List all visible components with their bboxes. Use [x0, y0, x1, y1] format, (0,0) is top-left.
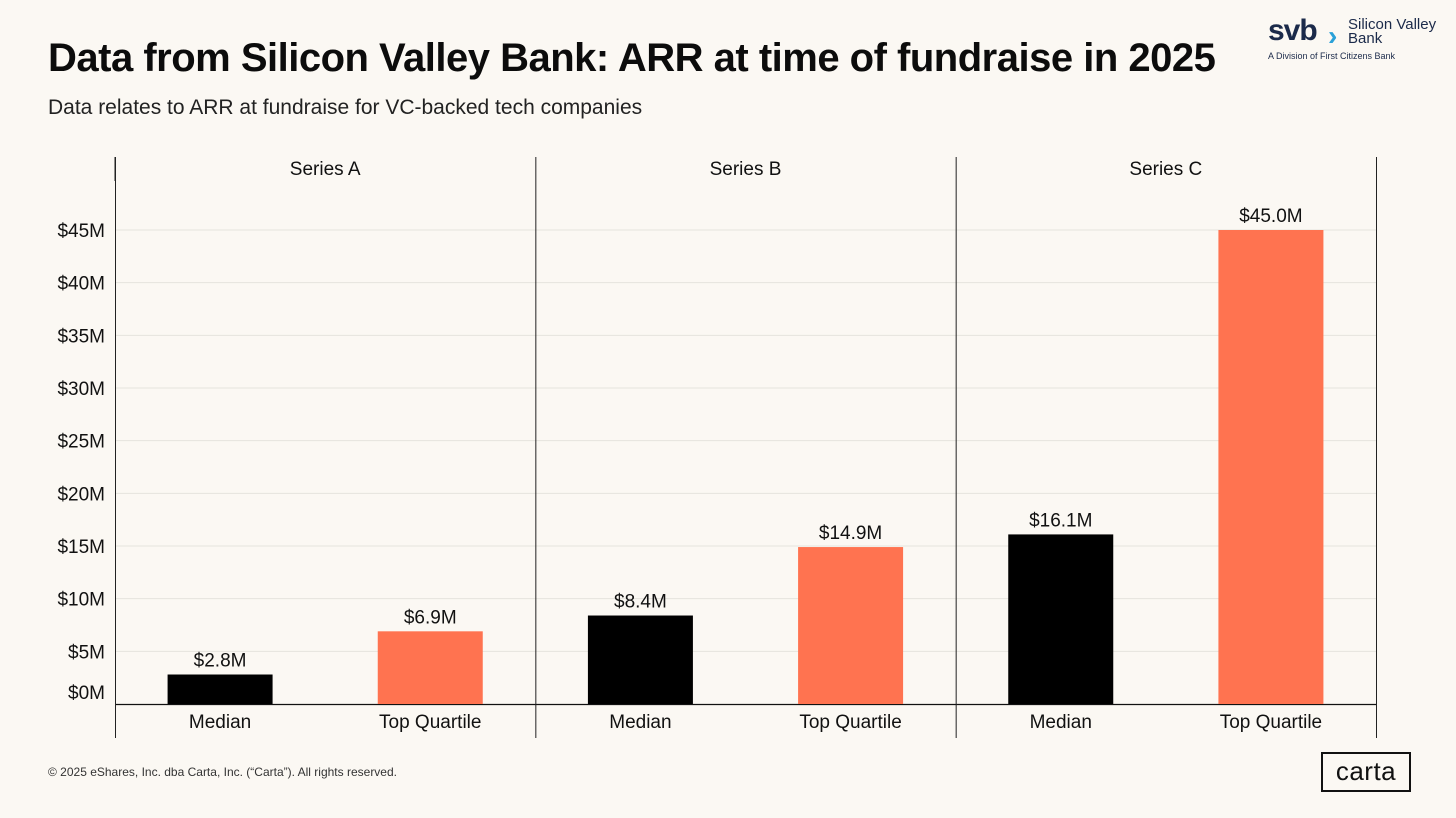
chart-subtitle: Data relates to ARR at fundraise for VC-…: [48, 96, 643, 119]
data-label: $2.8M: [194, 651, 247, 672]
copyright-footer: © 2025 eShares, Inc. dba Carta, Inc. (“C…: [48, 765, 397, 779]
bar: [1218, 230, 1324, 704]
svb-logo-name-line1: Silicon Valley: [1348, 16, 1437, 33]
y-tick-label: $35M: [57, 326, 105, 347]
x-category-label: Median: [609, 712, 671, 733]
bar: [587, 615, 693, 704]
bar: [167, 674, 273, 704]
y-tick-label: $45M: [57, 221, 105, 242]
data-label: $45.0M: [1239, 206, 1302, 227]
y-tick-label: $30M: [57, 379, 105, 400]
facet-label: Series C: [1129, 159, 1202, 180]
y-tick-label: $0M: [68, 683, 105, 704]
y-tick-label: $15M: [57, 537, 105, 558]
data-label: $8.4M: [614, 592, 667, 613]
y-tick-label: $25M: [57, 432, 105, 453]
x-category-label: Median: [1030, 712, 1092, 733]
svb-logo-division: A Division of First Citizens Bank: [1268, 51, 1396, 61]
carta-logo: carta: [1321, 752, 1411, 792]
y-tick-label: $5M: [68, 642, 105, 663]
x-category-label: Median: [189, 712, 251, 733]
bar: [1008, 534, 1114, 704]
facet-label: Series A: [290, 159, 361, 180]
bar: [798, 547, 904, 704]
chevron-right-icon: ›: [1328, 20, 1338, 51]
x-category-label: Top Quartile: [379, 712, 481, 733]
svb-logo-name-line2: Bank: [1348, 30, 1383, 47]
chart-title: Data from Silicon Valley Bank: ARR at ti…: [48, 36, 1216, 80]
svb-logo-mark: svb: [1268, 14, 1318, 47]
y-tick-label: $40M: [57, 274, 105, 295]
data-label: $16.1M: [1029, 510, 1092, 531]
y-tick-label: $20M: [57, 484, 105, 505]
y-tick-label: $10M: [57, 590, 105, 611]
data-label: $6.9M: [404, 607, 457, 628]
svb-logo-name: Silicon Valley Bank: [1348, 16, 1437, 47]
x-category-label: Top Quartile: [1220, 712, 1322, 733]
svb-logo: svb › Silicon Valley Bank A Division of …: [1268, 14, 1448, 64]
data-label: $14.9M: [819, 523, 882, 544]
x-category-label: Top Quartile: [799, 712, 901, 733]
facet-label: Series B: [710, 159, 782, 180]
bar: [377, 631, 483, 704]
